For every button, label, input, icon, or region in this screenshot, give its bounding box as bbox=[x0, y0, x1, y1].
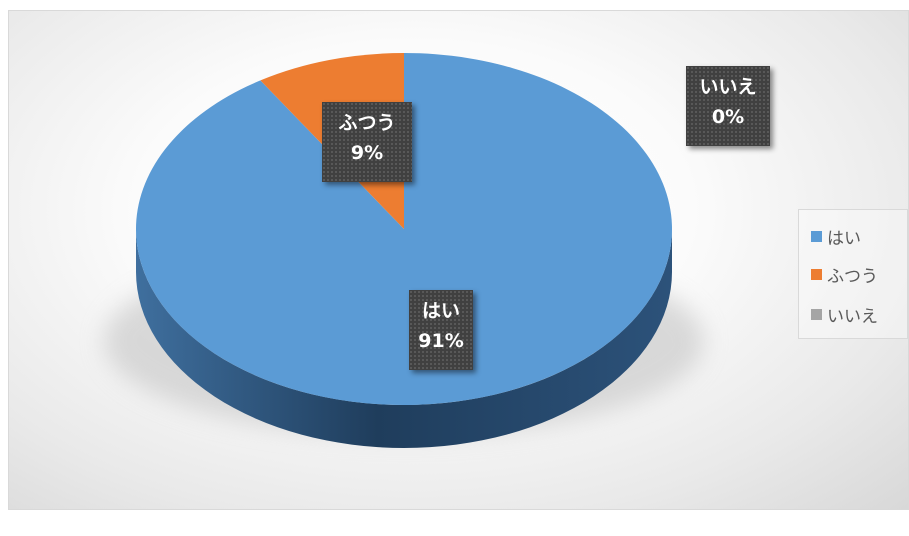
legend-item-futsuu: ふつう bbox=[811, 262, 878, 287]
chart-area: はい 91% ふつう 9% いいえ 0% はい ふつう いいえ bbox=[8, 10, 909, 510]
legend-label-hai: はい bbox=[827, 228, 861, 249]
legend-swatch-iie bbox=[811, 308, 822, 320]
legend-label-futsuu: ふつう bbox=[827, 266, 878, 287]
legend-item-hai: はい bbox=[811, 224, 861, 249]
pie-slice-hai bbox=[136, 53, 673, 406]
data-label-iie-percent: 0% bbox=[711, 106, 745, 128]
data-label-futsuu-percent: 9% bbox=[350, 142, 384, 164]
data-label-futsuu-name: ふつう bbox=[338, 112, 396, 134]
data-label-hai: はい 91% bbox=[409, 290, 473, 370]
legend-swatch-hai bbox=[811, 230, 822, 242]
legend-swatch-futsuu bbox=[811, 268, 822, 280]
data-label-futsuu: ふつう 9% bbox=[322, 102, 412, 182]
data-label-iie: いいえ 0% bbox=[686, 66, 770, 146]
data-label-iie-name: いいえ bbox=[699, 76, 757, 98]
pie-chart bbox=[104, 53, 704, 448]
data-label-hai-name: はい bbox=[421, 300, 460, 322]
pie-side-wall bbox=[136, 229, 672, 448]
legend: はい ふつう いいえ bbox=[798, 209, 908, 339]
legend-label-iie: いいえ bbox=[827, 306, 878, 327]
legend-item-iie: いいえ bbox=[811, 302, 878, 327]
data-label-hai-percent: 91% bbox=[418, 330, 464, 352]
